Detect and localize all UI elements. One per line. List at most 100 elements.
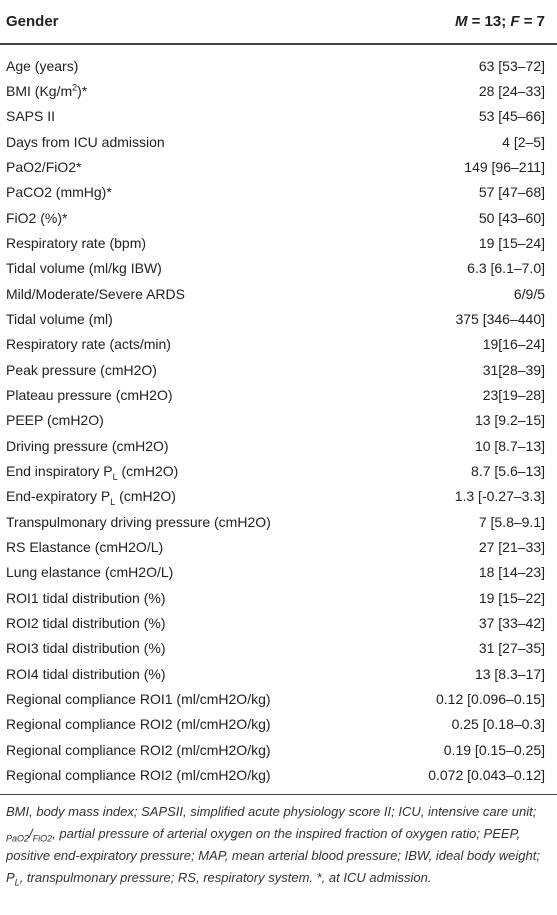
row-label: BMI (Kg/m2)*	[0, 78, 368, 103]
table-row: ROI3 tidal distribution (%) 31 [27–35]	[0, 636, 557, 661]
table-row: ROI2 tidal distribution (%) 37 [33–42]	[0, 610, 557, 635]
table-row: End-expiratory PL (cmH2O) 1.3 [-0.27–3.3]	[0, 484, 557, 509]
row-label: Regional compliance ROI2 (ml/cmH2O/kg)	[0, 762, 368, 795]
row-value: 10 [8.7–13]	[474, 437, 545, 454]
table-row: Regional compliance ROI1 (ml/cmH2O/kg) 0.…	[0, 686, 557, 711]
table-row: Tidal volume (ml/kg IBW) 6.3 [6.1–7.0]	[0, 256, 557, 281]
table-row: Regional compliance ROI2 (ml/cmH2O/kg) 0.…	[0, 762, 557, 795]
row-value: 19 [15–22]	[478, 589, 545, 606]
row-label: ROI3 tidal distribution (%)	[6, 640, 166, 657]
text-segment: , transpulmonary pressure; RS, respirato…	[19, 869, 432, 885]
row-value: 37 [33–42]	[478, 614, 545, 631]
row-value: 28 [24–33]	[478, 82, 545, 99]
table-row: Respiratory rate (acts/min) 19[16–24]	[0, 332, 557, 357]
row-value: 18 [14–23]	[478, 564, 545, 581]
row-label: Age (years)	[6, 57, 79, 74]
table-row: Lung elastance (cmH2O/L) 18 [14–23]	[0, 560, 557, 585]
text-segment: = 13;	[467, 13, 511, 30]
text-segment: L	[110, 497, 116, 508]
row-label: Peak pressure (cmH2O)	[6, 361, 157, 378]
header-row: Gender M = 13; F = 7	[0, 0, 557, 45]
row-label: Respiratory rate (acts/min)	[6, 336, 171, 353]
table-row: Transpulmonary driving pressure (cmH2O) 7…	[0, 509, 557, 534]
text-segment: L	[112, 471, 118, 482]
row-value: 0.072 [0.043–0.12]	[368, 762, 557, 795]
text-segment: BMI (Kg/m	[6, 82, 73, 99]
row-label: Tidal volume (ml)	[6, 310, 113, 327]
text-segment: (cmH2O)	[115, 488, 176, 505]
row-value: 53 [45–66]	[478, 108, 545, 125]
table-row: ROI1 tidal distribution (%) 19 [15–22]	[0, 585, 557, 610]
table-row: Age (years) 63 [53–72]	[0, 44, 557, 78]
row-label: Regional compliance ROI2 (ml/cmH2O/kg)	[6, 716, 271, 733]
row-label: Mild/Moderate/Severe ARDS	[6, 285, 185, 302]
table-row: Peak pressure (cmH2O) 31[28–39]	[0, 357, 557, 382]
text-segment: (cmH2O)	[117, 462, 179, 479]
text-segment: BMI, body mass index; SAPSII, simplified…	[6, 803, 537, 819]
row-value: 31[28–39]	[482, 361, 545, 378]
row-value: 27 [21–33]	[478, 538, 545, 555]
table-row: Regional compliance ROI2 (ml/cmH2O/kg) 0.…	[0, 712, 557, 737]
row-label: End inspiratory PL (cmH2O)	[0, 458, 368, 483]
row-value: 6/9/5	[513, 285, 545, 302]
row-value: 31 [27–35]	[478, 640, 545, 657]
row-label: Days from ICU admission	[6, 133, 165, 150]
row-value: 6.3 [6.1–7.0]	[467, 260, 545, 277]
row-value: 23[19–28]	[482, 386, 545, 403]
header-label: Gender	[0, 0, 368, 45]
row-label: Tidal volume (ml/kg IBW)	[6, 260, 162, 277]
text-segment: M	[454, 13, 468, 30]
row-value: 0.19 [0.15–0.25]	[443, 741, 545, 758]
row-value: 63 [53–72]	[478, 57, 545, 74]
table-row: SAPS II 53 [45–66]	[0, 104, 557, 129]
row-value: 0.25 [0.18–0.3]	[451, 716, 545, 733]
row-label: FiO2 (%)*	[6, 209, 68, 226]
table-row: Mild/Moderate/Severe ARDS 6/9/5	[0, 281, 557, 306]
text-segment: PaO2	[6, 833, 30, 844]
row-label: End-expiratory PL (cmH2O)	[0, 484, 368, 509]
row-value: 19 [15–24]	[478, 234, 545, 251]
row-label: ROI1 tidal distribution (%)	[6, 589, 166, 606]
table-header: Gender M = 13; F = 7	[0, 0, 557, 45]
table-row: PaCO2 (mmHg)* 57 [47–68]	[0, 180, 557, 205]
row-label: Plateau pressure (cmH2O)	[6, 386, 173, 403]
row-label: PaCO2 (mmHg)*	[6, 184, 112, 201]
table-row: Tidal volume (ml) 375 [346–440]	[0, 306, 557, 331]
row-label: ROI4 tidal distribution (%)	[6, 665, 166, 682]
table-row: ROI4 tidal distribution (%) 13 [8.3–17]	[0, 661, 557, 686]
row-value: 149 [96–211]	[464, 158, 545, 175]
table-body: Age (years) 63 [53–72] BMI (Kg/m2)* 28 [24–…	[0, 44, 557, 795]
row-value: 13 [9.2–15]	[474, 412, 545, 429]
table-row: BMI (Kg/m2)* 28 [24–33]	[0, 78, 557, 103]
row-value: 19[16–24]	[482, 336, 545, 353]
row-label: Lung elastance (cmH2O/L)	[6, 564, 174, 581]
text-segment: FiO2	[32, 833, 53, 844]
row-label: Respiratory rate (bpm)	[6, 234, 147, 251]
header-value: M = 13; F = 7	[368, 0, 557, 45]
text-segment: , partial pressure of arterial oxygen on…	[6, 825, 540, 885]
row-label: PEEP (cmH2O)	[6, 412, 104, 429]
row-label: SAPS II	[6, 108, 56, 125]
table-row: PEEP (cmH2O) 13 [9.2–15]	[0, 408, 557, 433]
data-table: Gender M = 13; F = 7 Age (years) 63 [53–7…	[0, 0, 557, 795]
row-label: ROI2 tidal distribution (%)	[6, 614, 166, 631]
table-row: Plateau pressure (cmH2O) 23[19–28]	[0, 382, 557, 407]
row-label: Driving pressure (cmH2O)	[6, 437, 169, 454]
row-value: 57 [47–68]	[478, 184, 545, 201]
row-label: RS Elastance (cmH2O/L)	[6, 538, 164, 555]
row-label: Regional compliance ROI2 (ml/cmH2O/kg)	[6, 741, 271, 758]
row-value: 375 [346–440]	[455, 310, 545, 327]
row-value: 7 [5.8–9.1]	[478, 513, 545, 530]
table-row: Driving pressure (cmH2O) 10 [8.7–13]	[0, 433, 557, 458]
table-row: Days from ICU admission 4 [2–5]	[0, 129, 557, 154]
table-row: Respiratory rate (bpm) 19 [15–24]	[0, 230, 557, 255]
table-row: FiO2 (%)* 50 [43–60]	[0, 205, 557, 230]
text-segment: L	[14, 877, 20, 888]
row-value: 0.12 [0.096–0.15]	[436, 690, 545, 707]
row-value: 1.3 [-0.27–3.3]	[454, 488, 545, 505]
table-row: End inspiratory PL (cmH2O) 8.7 [5.6–13]	[0, 458, 557, 483]
row-value: 4 [2–5]	[502, 133, 545, 150]
row-label: PaO2/FiO2*	[6, 158, 82, 175]
text-segment: /	[29, 825, 33, 841]
table-row: PaO2/FiO2* 149 [96–211]	[0, 154, 557, 179]
